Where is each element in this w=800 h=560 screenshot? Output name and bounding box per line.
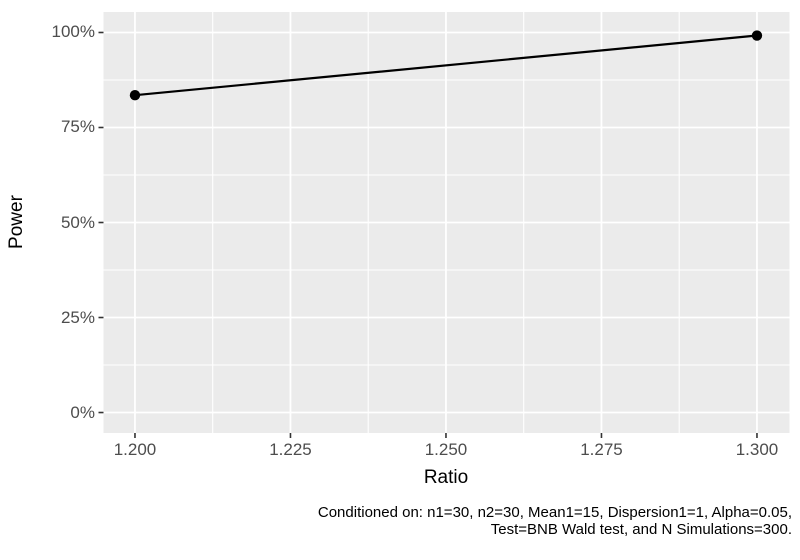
caption-line-1: Conditioned on: n1=30, n2=30, Mean1=15, … [317,504,792,521]
y-axis-tick-label: 50% [60,212,95,232]
x-axis-tick-label: 1.200 [113,440,157,459]
y-axis-tick-label: 0% [70,402,95,422]
series-line [133,34,759,97]
x-axis-tick-label: 1.275 [580,440,623,459]
y-axis-tick-label: 75% [60,117,95,137]
plot-caption: Conditioned on: n1=30, n2=30, Mean1=15, … [318,504,792,538]
y-axis-tick-label: 100% [51,22,95,42]
x-axis-tick-label: 1.300 [735,440,779,459]
x-axis-tick-label: 1.225 [269,440,312,459]
y-axis-title: Power [6,195,27,249]
y-axis-tick-label: 25% [60,307,95,327]
x-axis-title: Ratio [423,467,469,488]
data-point [751,30,763,41]
caption-line-2: Test=BNB Wald test, and N Simulations=30… [490,521,792,538]
x-axis-tick-label: 1.250 [424,440,468,459]
data-point [129,89,141,101]
